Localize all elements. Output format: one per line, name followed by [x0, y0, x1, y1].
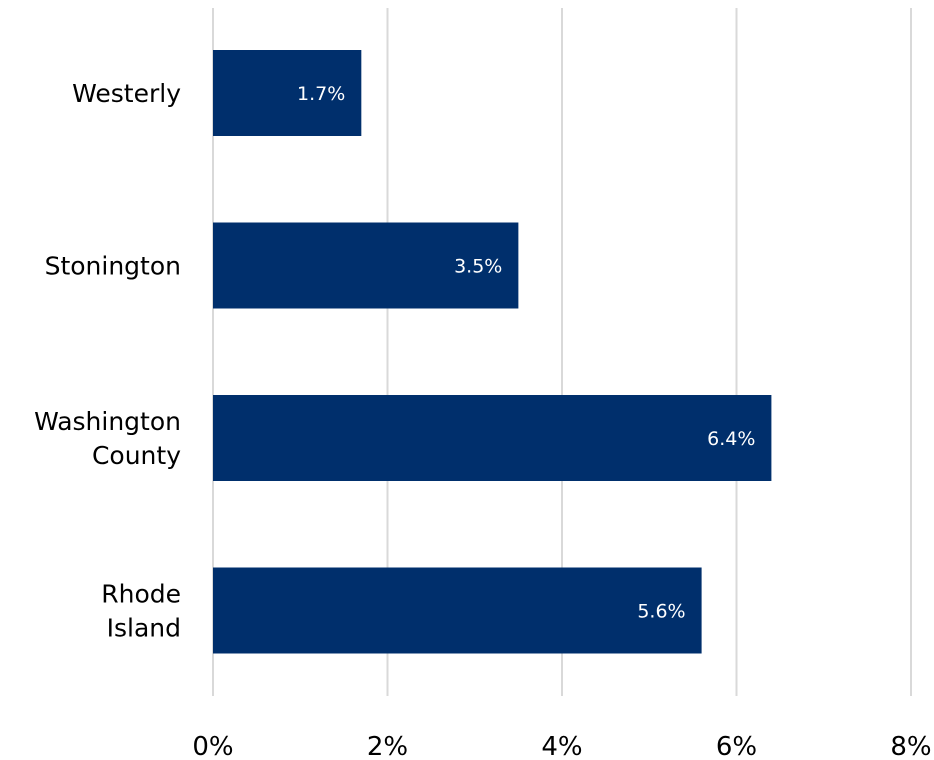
category-label: Westerly [72, 79, 181, 108]
bar [213, 50, 362, 136]
data-label: 3.5% [454, 256, 502, 278]
data-label: 1.7% [297, 83, 345, 105]
category-label: Washington County [34, 407, 181, 470]
x-axis-tick-labels: 0% 2% 4% 6% 8% [192, 732, 931, 760]
bar [213, 395, 772, 481]
data-label: 5.6% [637, 601, 685, 623]
bar [213, 222, 519, 309]
bar [213, 567, 702, 654]
x-tick-label: 4% [541, 732, 582, 760]
x-tick-label: 6% [716, 732, 757, 760]
data-label: 6.4% [707, 428, 755, 450]
x-tick-label: 2% [367, 732, 408, 760]
x-tick-label: 8% [890, 732, 931, 760]
category-label: Rhode Island [101, 580, 181, 643]
category-labels: Westerly Stonington Washington County Rhode I… [34, 79, 181, 643]
x-tick-label: 0% [192, 732, 233, 760]
category-label: Stonington [45, 252, 181, 281]
bars: 1.7% 3.5% 6.4% 5.6% [213, 50, 772, 654]
